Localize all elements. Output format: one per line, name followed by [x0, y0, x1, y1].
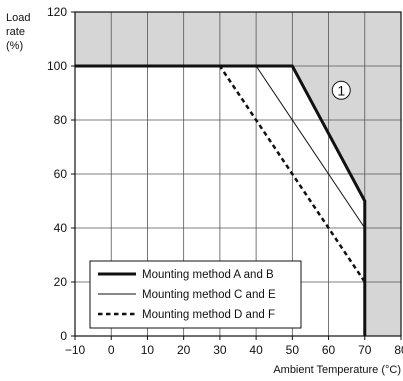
x-tick-label-1: 0 — [108, 343, 115, 357]
y-tick-label-2: 40 — [54, 221, 68, 235]
x-axis-title: Ambient Temperature (°C) — [273, 364, 401, 376]
y-tick-label-4: 80 — [54, 113, 68, 127]
overload-shaded-region — [75, 12, 401, 336]
x-tick-label-7: 60 — [322, 343, 336, 357]
x-tick-label-6: 50 — [286, 343, 300, 357]
annotation-label: 1 — [337, 82, 345, 98]
y-axis-title: Load rate (%) — [6, 12, 30, 52]
legend-label-2: Mounting method C and E — [142, 289, 276, 301]
x-tick-label-8: 70 — [358, 343, 372, 357]
y-tick-label-3: 60 — [54, 167, 68, 181]
x-tick-label-0: −10 — [65, 343, 86, 357]
y-axis-title-line-2: rate — [6, 26, 25, 38]
y-tick-label-6: 120 — [47, 5, 67, 19]
y-tick-label-0: 0 — [60, 329, 67, 343]
legend-label-3: Mounting method D and F — [142, 309, 275, 321]
x-tick-label-2: 10 — [141, 343, 155, 357]
y-tick-label-5: 100 — [47, 59, 67, 73]
x-tick-label-9: 80 — [394, 343, 403, 357]
series-line-3 — [75, 64, 367, 336]
legend-label-1: Mounting method A and B — [142, 269, 274, 281]
x-tick-label-3: 20 — [177, 343, 191, 357]
x-tick-label-5: 40 — [249, 343, 263, 357]
y-axis-title-line-1: Load — [6, 12, 30, 24]
y-tick-label-1: 20 — [54, 275, 68, 289]
y-axis-title-line-3: (%) — [6, 40, 23, 52]
x-tick-label-4: 30 — [213, 343, 227, 357]
annotation-circle — [331, 80, 351, 100]
